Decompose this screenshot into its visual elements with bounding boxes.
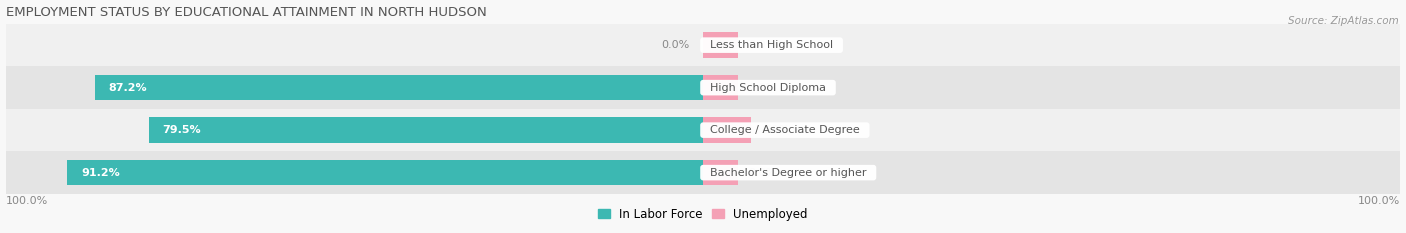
Text: 100.0%: 100.0% — [6, 196, 48, 206]
Text: 0.0%: 0.0% — [661, 40, 689, 50]
Bar — [6, 66, 1400, 109]
Bar — [703, 160, 738, 185]
Text: 0.0%: 0.0% — [748, 40, 776, 50]
Text: 79.5%: 79.5% — [163, 125, 201, 135]
Text: Bachelor's Degree or higher: Bachelor's Degree or higher — [703, 168, 873, 178]
Bar — [703, 117, 751, 143]
Text: Source: ZipAtlas.com: Source: ZipAtlas.com — [1288, 16, 1399, 26]
Text: 91.2%: 91.2% — [82, 168, 120, 178]
Text: 0.0%: 0.0% — [748, 83, 776, 93]
Text: College / Associate Degree: College / Associate Degree — [703, 125, 866, 135]
Bar — [67, 160, 703, 185]
Text: 87.2%: 87.2% — [108, 83, 148, 93]
Bar — [6, 24, 1400, 66]
Bar — [703, 75, 738, 100]
Text: 0.0%: 0.0% — [748, 168, 776, 178]
Text: EMPLOYMENT STATUS BY EDUCATIONAL ATTAINMENT IN NORTH HUDSON: EMPLOYMENT STATUS BY EDUCATIONAL ATTAINM… — [6, 6, 486, 19]
Text: Less than High School: Less than High School — [703, 40, 841, 50]
Bar — [149, 117, 703, 143]
Bar — [6, 109, 1400, 151]
Text: 6.9%: 6.9% — [762, 125, 790, 135]
Bar — [703, 32, 738, 58]
Legend: In Labor Force, Unemployed: In Labor Force, Unemployed — [593, 203, 813, 225]
Bar — [6, 151, 1400, 194]
Bar — [94, 75, 703, 100]
Text: 100.0%: 100.0% — [1358, 196, 1400, 206]
Text: High School Diploma: High School Diploma — [703, 83, 832, 93]
